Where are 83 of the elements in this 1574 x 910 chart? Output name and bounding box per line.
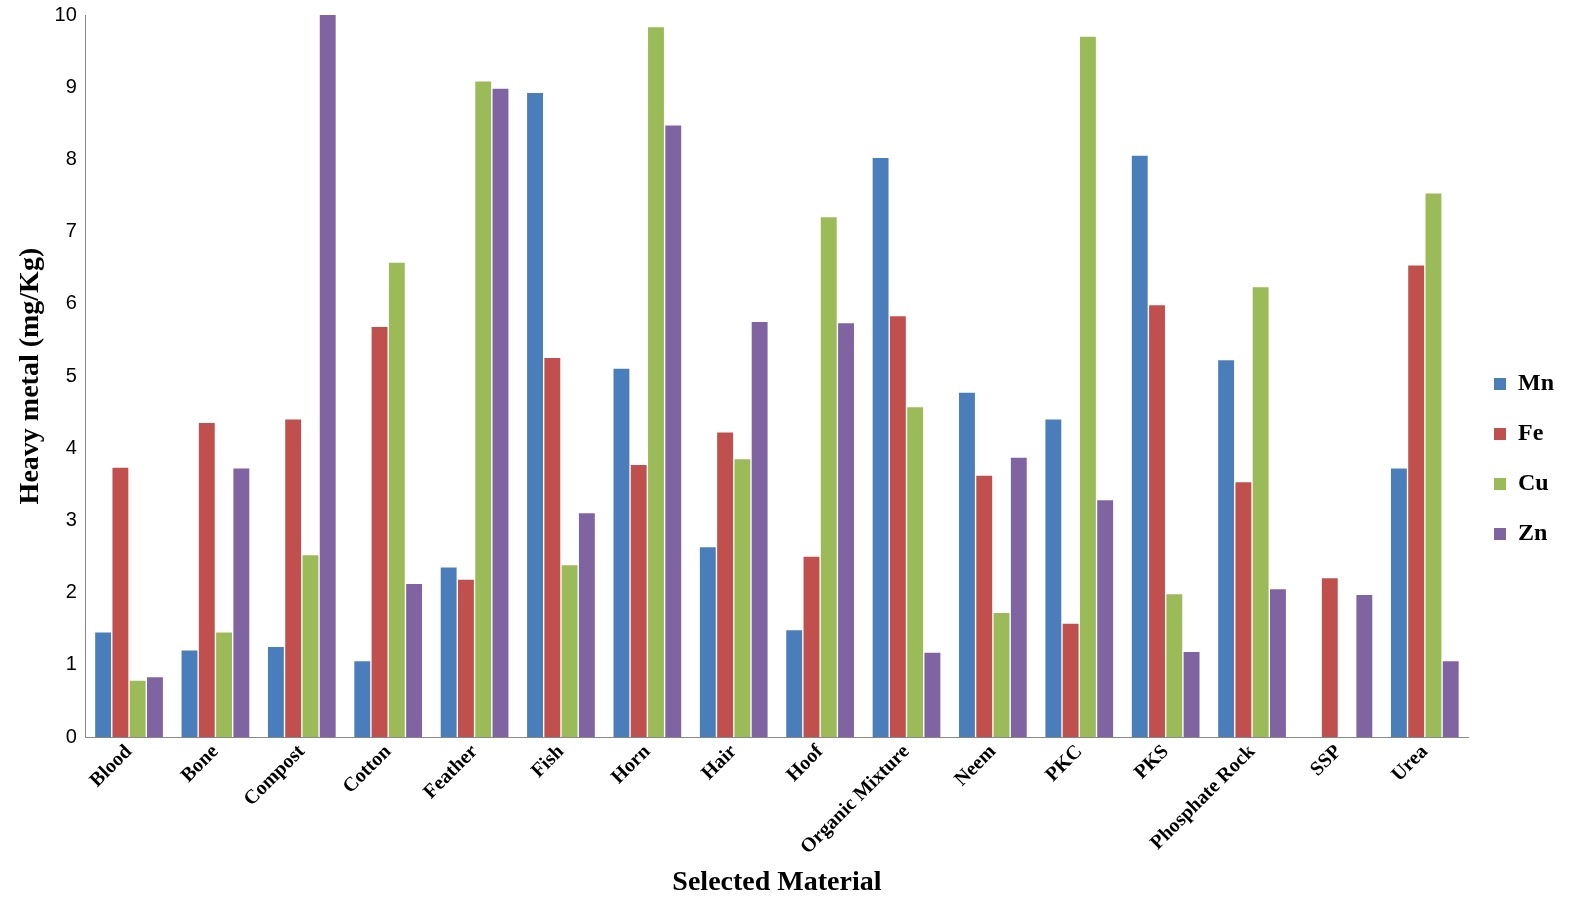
y-tick-label: 0 [65, 724, 77, 747]
bar [1079, 36, 1096, 738]
bar [734, 459, 751, 738]
bar [889, 316, 906, 738]
legend-label: Mn [1518, 369, 1554, 396]
bar [1183, 651, 1200, 738]
y-tick-label: 10 [54, 2, 77, 25]
y-axis-title: Heavy metal (mg/Kg) [13, 247, 45, 505]
bar [1321, 578, 1338, 738]
bar [1166, 594, 1183, 738]
bar [527, 93, 543, 738]
x-tick-label: Urea [1386, 739, 1432, 785]
bar [457, 579, 474, 738]
legend-label: Cu [1518, 469, 1549, 496]
bar [1218, 360, 1235, 738]
bar [630, 464, 647, 738]
bar [216, 632, 233, 738]
bar [319, 15, 336, 738]
bar [475, 81, 492, 738]
bar [717, 432, 734, 738]
bar [1131, 155, 1148, 738]
bar [388, 262, 405, 738]
bar [993, 612, 1010, 738]
y-tick-label: 6 [65, 291, 77, 314]
bar [371, 326, 388, 738]
bar [1408, 265, 1425, 738]
bar [803, 556, 820, 738]
bar [285, 419, 302, 738]
bar [181, 650, 198, 738]
bar [838, 323, 854, 738]
bar [613, 368, 630, 738]
bar [1425, 193, 1442, 738]
bar [1356, 594, 1373, 738]
bar [1045, 419, 1062, 738]
bar [233, 468, 250, 738]
bar [95, 632, 112, 738]
y-tick-label: 7 [65, 219, 77, 242]
bar [1252, 287, 1269, 738]
bar [561, 565, 578, 738]
bar [1390, 468, 1407, 738]
bar [820, 217, 837, 738]
y-tick-label: 8 [65, 146, 77, 169]
y-tick-label: 5 [65, 363, 77, 386]
x-tick-label: Hair [696, 739, 741, 784]
bar [1062, 623, 1079, 738]
bar [492, 88, 509, 738]
bar [751, 321, 768, 738]
bar [578, 513, 595, 738]
bar [699, 547, 716, 738]
bar [354, 661, 371, 738]
bar [440, 567, 457, 738]
bar [976, 475, 993, 738]
y-tick-label: 3 [65, 508, 77, 531]
legend-label: Zn [1518, 519, 1548, 546]
bar [648, 27, 664, 738]
bar [1235, 482, 1252, 738]
bar [1097, 500, 1114, 738]
bar [1442, 661, 1459, 738]
y-tick-label: 2 [65, 580, 77, 603]
bar [786, 630, 803, 738]
bar [112, 467, 129, 738]
x-tick-label: Fish [525, 739, 568, 782]
bar [1270, 589, 1286, 738]
y-tick-label: 4 [65, 435, 77, 458]
bar [544, 358, 561, 738]
y-tick-label: 9 [65, 74, 77, 97]
bar [198, 423, 215, 738]
bar [267, 646, 284, 738]
bar [302, 555, 319, 738]
x-axis-title: Selected Material [672, 865, 882, 897]
y-tick-label: 1 [65, 652, 77, 675]
bar [406, 584, 423, 738]
bar [665, 125, 682, 738]
bar [924, 652, 941, 738]
bar [147, 677, 163, 738]
legend-label: Fe [1518, 419, 1544, 446]
bar [1149, 305, 1165, 738]
bar [129, 680, 146, 738]
bar [1010, 457, 1027, 738]
bar [872, 157, 889, 738]
bar [959, 392, 975, 738]
x-tick-label: SSP [1304, 739, 1345, 780]
bar [907, 407, 924, 738]
